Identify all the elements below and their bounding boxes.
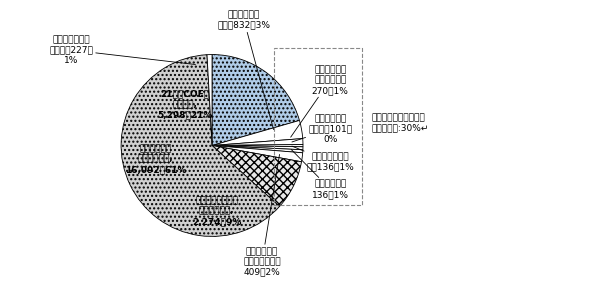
Text: 雇用関係なし・
その他，227，
1%: 雇用関係なし・ その他，227， 1% — [49, 35, 196, 65]
Text: 科学技術振興
調整費，101，
0%: 科学技術振興 調整費，101， 0% — [292, 114, 352, 144]
Text: 科学研究費補
助金，832，3%: 科学研究費補 助金，832，3% — [217, 10, 273, 129]
Wedge shape — [212, 146, 303, 153]
Text: フェローシップ・
国費留学生等,
2,274，9%: フェローシップ・ 国費留学生等, 2,274，9% — [192, 196, 241, 226]
Text: その他競争的資
金，136，1%: その他競争的資 金，136，1% — [292, 146, 354, 172]
Wedge shape — [212, 145, 303, 147]
Text: 競争的資金・その他外
部資金雇用:30%↵: 競争的資金・その他外 部資金雇用:30%↵ — [371, 113, 429, 132]
Text: 競争的資金以
外の外部資金，
409，2%: 競争的資金以 外の外部資金， 409，2% — [243, 155, 281, 277]
Wedge shape — [121, 55, 280, 236]
Wedge shape — [212, 146, 303, 150]
Text: 奨学寄付金，
136，1%: 奨学寄付金， 136，1% — [291, 150, 349, 199]
Wedge shape — [212, 120, 303, 146]
Wedge shape — [212, 146, 302, 206]
Text: 21世紀COEプ
ログラム,
5,298，21%: 21世紀COEプ ログラム, 5,298，21% — [157, 90, 213, 120]
Wedge shape — [207, 55, 212, 146]
Text: 運営費交付金
その他の財源,
16,092，61%: 運営費交付金 その他の財源, 16,092，61% — [125, 144, 186, 174]
Wedge shape — [212, 146, 303, 162]
Wedge shape — [212, 139, 303, 146]
Text: 戦略的創造研
究推進事業，
270，1%: 戦略的創造研 究推進事業， 270，1% — [291, 65, 349, 137]
Wedge shape — [212, 55, 299, 146]
